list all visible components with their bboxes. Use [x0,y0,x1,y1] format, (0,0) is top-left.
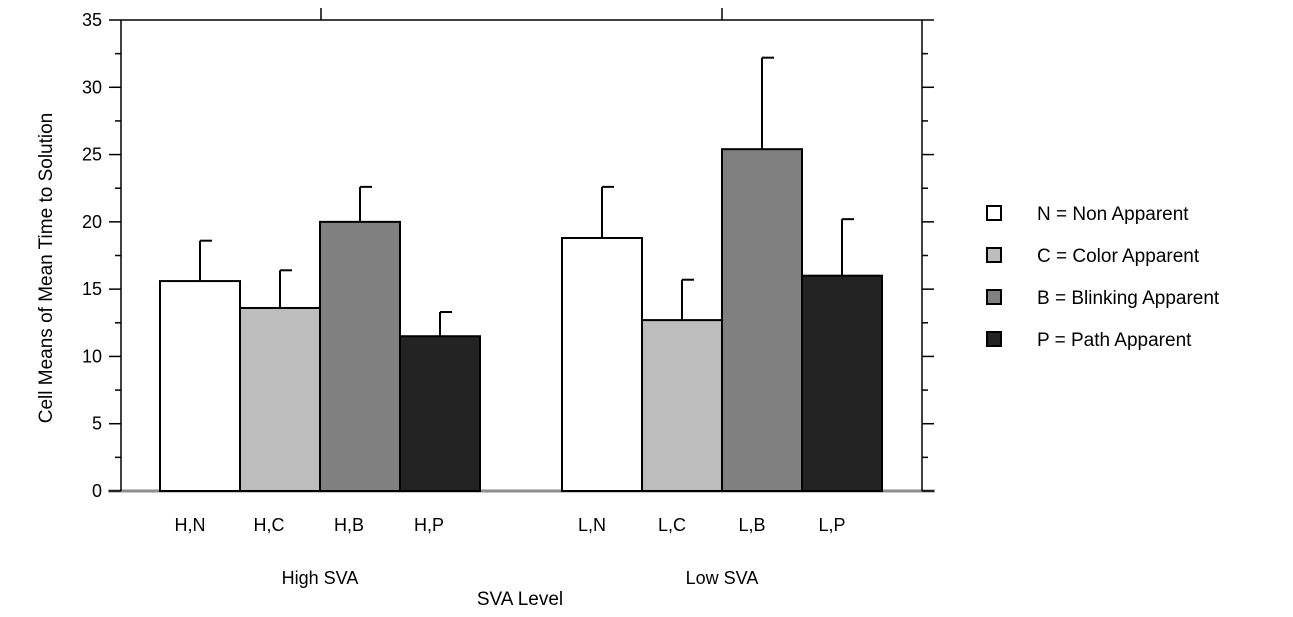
legend-swatch-n [986,205,1002,221]
error-bars [199,56,854,337]
bar-l-n [561,237,643,492]
group-label-1: Low SVA [686,568,759,588]
legend-label-p: P = Path Apparent [1037,330,1192,351]
bar-l-c [641,319,723,493]
x-axis-title: SVA Level [477,589,563,610]
y-tick-label-7: 35 [82,10,102,30]
bar-l-b [721,148,803,492]
x-tick-label-l-p: L,P [818,515,845,535]
bars [159,148,883,493]
x-tick-label-h-c: H,C [254,515,285,535]
labels: 0 5 10 15 20 25 30 35 H,N H,C H,B H,P High SVA L,N L,C… [82,10,846,588]
legend-label-c: C = Color Apparent [1037,246,1200,267]
bar-l-p [801,274,883,492]
y-axis-title: Cell Means of Mean Time to Solution [36,113,57,424]
y-tick-label-5: 25 [82,145,102,165]
axes [109,19,934,492]
x-tick-label-l-b: L,B [738,515,765,535]
bar-h-p [399,335,481,492]
legend-swatch-p [986,331,1002,347]
legend-label-n: N = Non Apparent [1037,204,1189,225]
y-tick-label-3: 15 [82,279,102,299]
y-tick-label-1: 5 [92,414,102,434]
bar-h-n [159,280,241,492]
bar-h-b [319,220,401,492]
x-tick-label-h-n: H,N [175,515,206,535]
group-label-0: High SVA [282,568,359,588]
legend: N = Non Apparent C = Color Apparent B = Bl… [986,204,1220,351]
y-tick-label-2: 10 [82,346,102,366]
x-tick-label-h-b: H,B [334,515,364,535]
x-tick-label-l-c: L,C [658,515,686,535]
legend-swatch-c [986,247,1002,263]
bar-h-c [239,306,321,492]
legend-swatch-b [986,289,1002,305]
x-tick-label-h-p: H,P [414,515,444,535]
legend-label-b: B = Blinking Apparent [1037,288,1220,309]
y-tick-label-6: 30 [82,77,102,97]
y-tick-label-4: 20 [82,212,102,232]
y-tick-label-0: 0 [92,481,102,501]
x-tick-label-l-n: L,N [578,515,606,535]
